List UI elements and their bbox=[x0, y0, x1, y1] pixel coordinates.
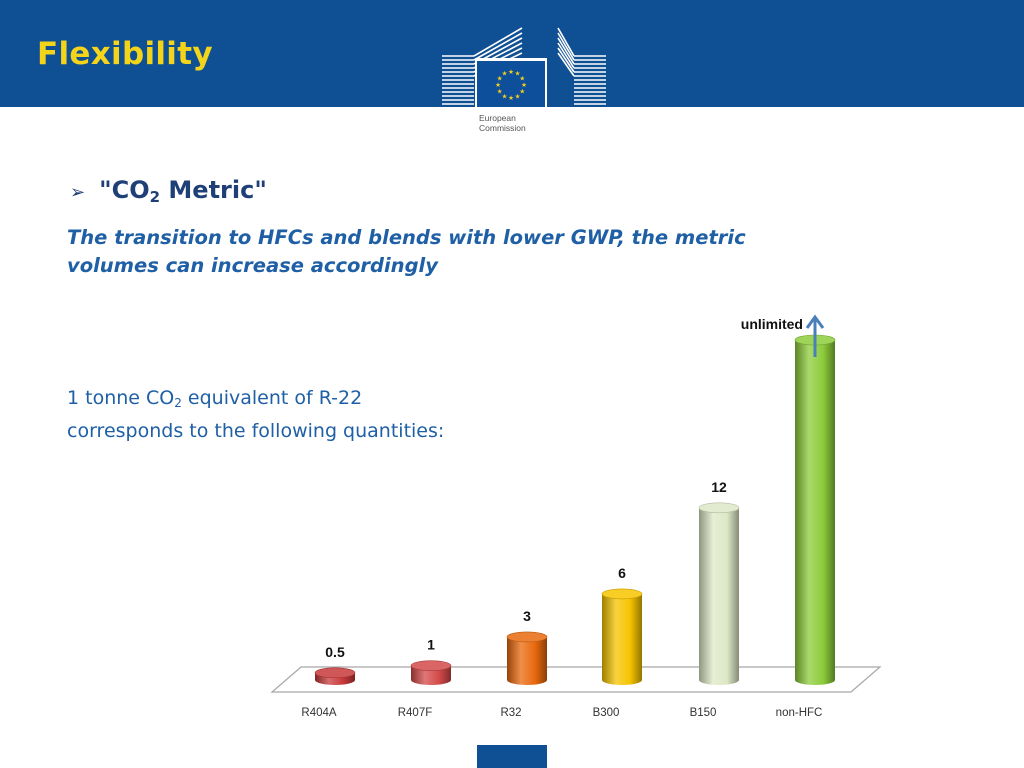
body-text: 1 tonne CO2 equivalent of R-22 correspon… bbox=[67, 384, 587, 445]
data-label: 6 bbox=[618, 565, 626, 581]
chart-floor bbox=[270, 666, 882, 693]
data-label: 3 bbox=[523, 608, 531, 624]
x-tick-label: R32 bbox=[500, 707, 521, 719]
subtitle-line-2: volumes can increase accordingly bbox=[67, 254, 438, 277]
page-title: Flexibility bbox=[37, 36, 213, 72]
bar-r32 bbox=[506, 631, 548, 685]
footer-tab bbox=[477, 745, 547, 768]
upward-arrow-icon bbox=[805, 314, 825, 357]
svg-text:★: ★ bbox=[515, 70, 521, 78]
svg-text:★: ★ bbox=[502, 70, 508, 78]
x-tick-label: R404A bbox=[301, 707, 336, 719]
body-line-2: corresponds to the following quantities: bbox=[67, 420, 445, 442]
svg-text:★: ★ bbox=[508, 94, 514, 102]
x-tick-label: B300 bbox=[593, 707, 620, 719]
svg-text:★: ★ bbox=[497, 75, 503, 83]
svg-text:★: ★ bbox=[521, 81, 527, 89]
x-tick-label: non-HFC bbox=[776, 707, 823, 719]
svg-text:★: ★ bbox=[519, 88, 525, 96]
european-commission-logo: ★ ★★ ★★★ ★★★ ★★★ European Commission bbox=[442, 27, 606, 142]
bullet-text: "CO2 Metric" bbox=[99, 176, 267, 206]
body-line-1: 1 tonne CO2 equivalent of R-22 bbox=[67, 387, 363, 410]
svg-text:★: ★ bbox=[497, 88, 503, 96]
arrow-bullet-icon: ➢ bbox=[70, 182, 86, 202]
data-label-unlimited: unlimited bbox=[741, 316, 803, 332]
svg-text:★: ★ bbox=[495, 81, 501, 89]
eu-flag bbox=[477, 61, 545, 107]
bar-b150 bbox=[698, 502, 740, 685]
bar-non-hfc bbox=[794, 334, 836, 685]
logo-text-1: European bbox=[479, 113, 516, 123]
subtitle: The transition to HFCs and blends with l… bbox=[67, 224, 887, 280]
svg-text:★: ★ bbox=[502, 92, 508, 100]
subtitle-line-1: The transition to HFCs and blends with l… bbox=[67, 226, 746, 249]
data-label: 1 bbox=[427, 637, 435, 653]
x-tick-label: B150 bbox=[690, 707, 717, 719]
bar-b300 bbox=[601, 588, 643, 685]
svg-text:★: ★ bbox=[508, 68, 514, 76]
data-label: 12 bbox=[711, 479, 727, 495]
logo-text-2: Commission bbox=[479, 123, 526, 133]
data-label: 0.5 bbox=[325, 644, 345, 660]
building-lines-right bbox=[557, 27, 606, 105]
bullet-heading: ➢ "CO2 Metric" bbox=[70, 176, 267, 206]
svg-text:★: ★ bbox=[515, 92, 521, 100]
eu-stars-icon: ★ ★★ ★★★ ★★★ ★★★ bbox=[495, 68, 527, 102]
bar-r407f bbox=[410, 660, 452, 685]
svg-text:★: ★ bbox=[519, 75, 525, 83]
x-tick-label: R407F bbox=[398, 707, 433, 719]
bar-r404a bbox=[314, 667, 356, 685]
